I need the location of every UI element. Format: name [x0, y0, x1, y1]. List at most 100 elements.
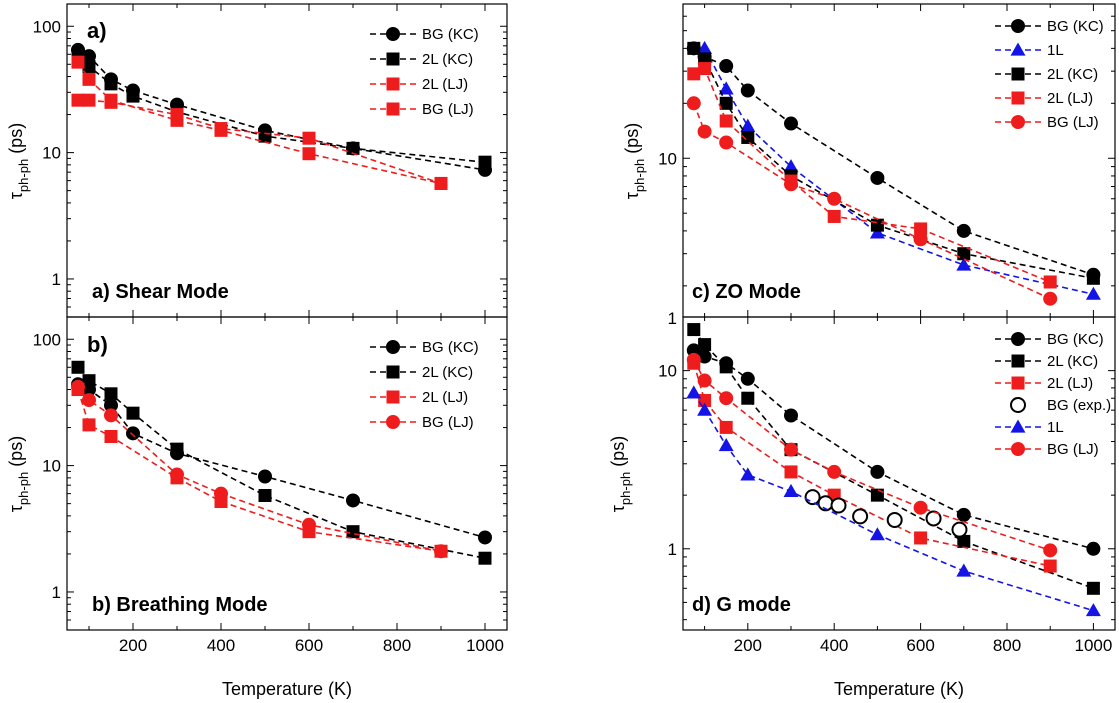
data-point — [827, 191, 842, 206]
data-point — [957, 534, 971, 548]
data-point — [82, 393, 96, 408]
data-point — [82, 60, 96, 74]
data-point — [82, 93, 96, 107]
data-point — [697, 124, 712, 139]
legend-label: 2L (LJ) — [1047, 90, 1093, 107]
data-point — [741, 130, 755, 144]
legend-label: BG (KC) — [1047, 331, 1104, 348]
legend-marker — [386, 27, 400, 41]
y-axis-symbol: τ — [608, 505, 628, 512]
data-point — [956, 507, 971, 522]
data-point — [719, 391, 734, 406]
legend-label: 2L (KC) — [422, 364, 473, 381]
series-line — [693, 359, 1051, 552]
legend-marker — [386, 365, 400, 379]
data-point — [827, 209, 841, 223]
data-point — [784, 116, 798, 131]
data-point — [740, 371, 755, 386]
data-point — [784, 408, 798, 423]
data-point — [434, 176, 448, 190]
legend-item: BG (LJ) — [995, 114, 1099, 131]
x-tick-label: 800 — [993, 636, 1021, 655]
panel-a: 1 10 100 BG (KC) 2L (KC) 2L (LJ) BG (LJ) a) a) S… — [33, 3, 508, 318]
legend-item: BG (exp.) — [1010, 397, 1111, 414]
legend-label: 2L (LJ) — [422, 389, 468, 406]
data-point — [1043, 559, 1057, 573]
x-axis-title: Temperature (K) — [834, 679, 964, 699]
data-point — [951, 521, 968, 538]
data-point — [302, 131, 316, 145]
panel-corner-label: a) — [87, 18, 107, 43]
x-tick-label: 1000 — [466, 636, 504, 655]
data-point — [126, 426, 140, 441]
series-line — [77, 49, 486, 171]
series-bg-kc- — [686, 41, 1101, 282]
x-tick-label: 800 — [383, 636, 411, 655]
x-tick-label: 600 — [906, 636, 934, 655]
legend-marker — [1011, 376, 1025, 390]
series-line — [693, 349, 1094, 550]
data-point — [718, 438, 734, 452]
data-point — [478, 155, 492, 169]
x-tick-label: 200 — [119, 636, 147, 655]
legend-item: 1L — [995, 419, 1064, 436]
data-point — [686, 385, 702, 399]
data-point — [719, 135, 734, 150]
y-axis-unit: (ps) — [608, 436, 628, 472]
data-point — [82, 72, 96, 86]
data-point — [698, 338, 712, 352]
y-tick-label: 10 — [42, 457, 61, 476]
legend-item: BG (KC) — [370, 339, 479, 356]
data-point — [126, 89, 140, 103]
data-point — [913, 500, 928, 515]
data-point — [740, 467, 756, 481]
data-point — [870, 464, 885, 479]
data-point — [740, 83, 755, 98]
legend-label: 1L — [1047, 42, 1064, 59]
data-point — [302, 517, 316, 532]
data-point — [886, 512, 903, 529]
data-point — [687, 67, 701, 81]
series-line — [703, 48, 1094, 295]
legend-marker — [1011, 115, 1025, 129]
legend-label: BG (KC) — [422, 339, 479, 356]
series-2l-kc- — [71, 360, 492, 565]
y-axis-subscript: ph-ph — [16, 159, 31, 192]
data-point — [697, 40, 713, 54]
data-point — [104, 77, 118, 91]
panel-title: b) Breathing Mode — [92, 594, 268, 616]
legend-label: BG (LJ) — [422, 101, 474, 118]
data-point — [957, 247, 971, 261]
y-tick-label: 10 — [658, 149, 677, 168]
legend-marker — [1011, 19, 1025, 33]
series-bg-lj- — [71, 93, 448, 190]
data-point — [214, 122, 228, 136]
legend-marker — [1011, 332, 1025, 346]
data-point — [719, 360, 733, 374]
legend-item: BG (KC) — [995, 18, 1104, 35]
data-point — [170, 467, 184, 482]
y-axis-title: τph-ph (ps) — [6, 436, 31, 512]
data-point — [1085, 603, 1101, 617]
data-point — [698, 62, 712, 76]
panel-title: d) G mode — [692, 594, 791, 616]
legend-item: BG (LJ) — [370, 414, 474, 431]
series-bg-lj- — [686, 96, 1058, 306]
data-point — [1043, 291, 1058, 306]
data-point — [1043, 275, 1057, 289]
y-axis-unit: (ps) — [6, 123, 26, 159]
data-point — [434, 544, 448, 559]
legend-marker — [1011, 442, 1025, 456]
data-point — [71, 379, 85, 394]
series-line — [693, 47, 1094, 276]
y-axis-title: τph-ph (ps) — [6, 123, 31, 199]
data-point — [104, 429, 118, 443]
series-1l — [686, 385, 1101, 617]
y-tick-label: 10 — [658, 362, 677, 381]
y-tick-label: 1 — [668, 309, 677, 328]
legend-label: BG (LJ) — [422, 414, 474, 431]
data-point — [126, 406, 140, 420]
panel-d: 200 400 600 800 1000 1 10 BG (KC) 2L (KC) 2L (LJ)… — [658, 316, 1116, 655]
legend: BG (KC) 1L 2L (KC) 2L (LJ) BG (LJ) — [995, 18, 1104, 131]
